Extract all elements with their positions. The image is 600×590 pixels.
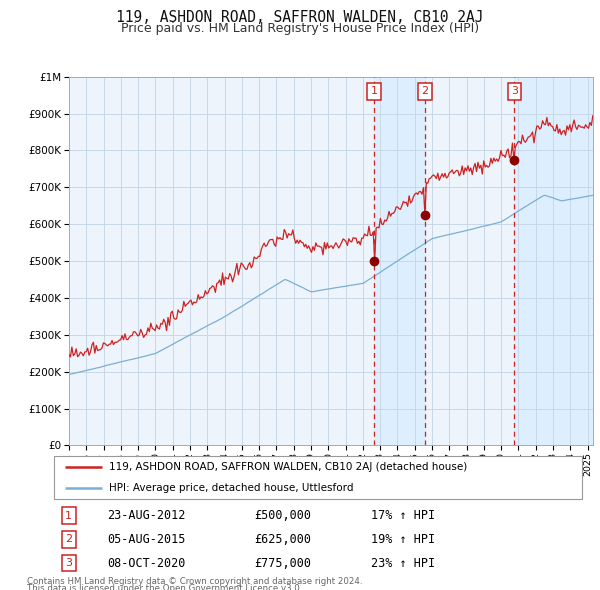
Text: £775,000: £775,000 — [254, 556, 311, 569]
Text: £500,000: £500,000 — [254, 509, 311, 522]
Text: 3: 3 — [65, 558, 72, 568]
Text: HPI: Average price, detached house, Uttlesford: HPI: Average price, detached house, Uttl… — [109, 483, 354, 493]
Text: 3: 3 — [511, 87, 518, 96]
Text: 05-AUG-2015: 05-AUG-2015 — [107, 533, 185, 546]
Bar — [514, 77, 593, 445]
Text: £625,000: £625,000 — [254, 533, 311, 546]
Text: 17% ↑ HPI: 17% ↑ HPI — [371, 509, 435, 522]
Text: 23-AUG-2012: 23-AUG-2012 — [107, 509, 185, 522]
Text: Price paid vs. HM Land Registry's House Price Index (HPI): Price paid vs. HM Land Registry's House … — [121, 22, 479, 35]
Text: 119, ASHDON ROAD, SAFFRON WALDEN, CB10 2AJ (detached house): 119, ASHDON ROAD, SAFFRON WALDEN, CB10 2… — [109, 462, 467, 472]
Text: 2: 2 — [421, 87, 428, 96]
FancyBboxPatch shape — [54, 456, 582, 499]
Text: This data is licensed under the Open Government Licence v3.0.: This data is licensed under the Open Gov… — [27, 584, 302, 590]
Text: 08-OCT-2020: 08-OCT-2020 — [107, 556, 185, 569]
Text: 119, ASHDON ROAD, SAFFRON WALDEN, CB10 2AJ: 119, ASHDON ROAD, SAFFRON WALDEN, CB10 2… — [116, 10, 484, 25]
Text: 19% ↑ HPI: 19% ↑ HPI — [371, 533, 435, 546]
Text: 2: 2 — [65, 535, 73, 544]
Text: Contains HM Land Registry data © Crown copyright and database right 2024.: Contains HM Land Registry data © Crown c… — [27, 577, 362, 586]
Bar — [374, 77, 425, 445]
Text: 1: 1 — [65, 510, 72, 520]
Text: 23% ↑ HPI: 23% ↑ HPI — [371, 556, 435, 569]
Text: 1: 1 — [371, 87, 377, 96]
